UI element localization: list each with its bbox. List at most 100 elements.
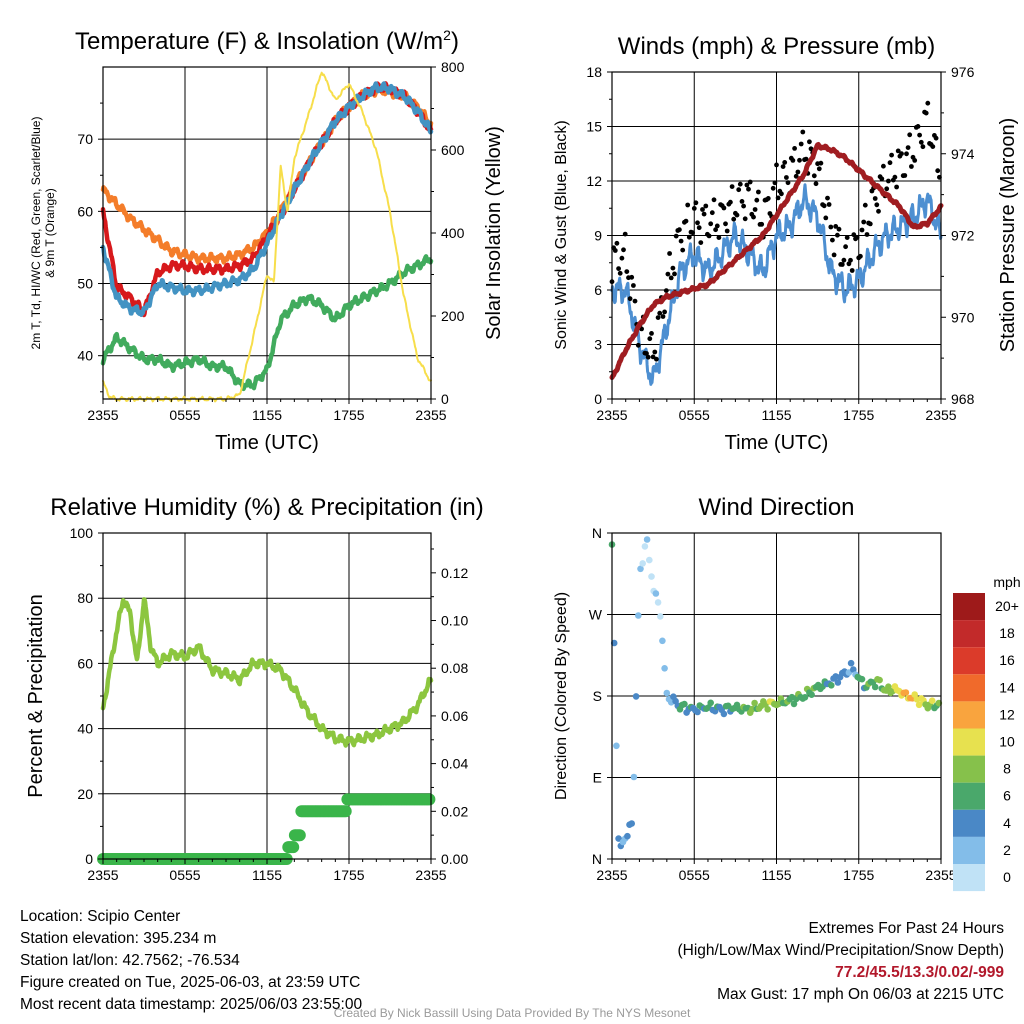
dir-point bbox=[652, 590, 660, 597]
wind-ylabel: Sonic Wind & Gust (Blue, Black) bbox=[553, 120, 570, 349]
gust-point bbox=[902, 173, 908, 178]
gust-point bbox=[649, 331, 654, 336]
wind-y2tick-label-2: 972 bbox=[951, 228, 975, 244]
dir-series-points bbox=[608, 536, 943, 850]
gust-point bbox=[744, 182, 750, 188]
gust-point bbox=[617, 270, 623, 276]
gust-point bbox=[823, 215, 829, 221]
gust-point bbox=[886, 178, 891, 184]
gust-point bbox=[785, 180, 791, 186]
rh-ytick-label-3: 60 bbox=[77, 655, 93, 671]
gust-point bbox=[739, 199, 745, 204]
dir-xtick-label-0: 2355 bbox=[596, 867, 627, 883]
gust-point bbox=[892, 174, 898, 180]
station-metadata: Location: Scipio Center Station elevatio… bbox=[20, 906, 362, 1016]
gust-point bbox=[708, 221, 714, 227]
precip-point bbox=[423, 793, 436, 806]
gust-point bbox=[774, 162, 779, 168]
wind-series-gust bbox=[609, 100, 942, 362]
gust-point bbox=[644, 351, 649, 356]
dir-title: Wind Direction bbox=[698, 494, 854, 521]
gust-point bbox=[933, 135, 939, 141]
gust-point bbox=[793, 173, 799, 179]
gust-point bbox=[709, 210, 715, 216]
gust-point bbox=[754, 197, 760, 203]
wind-xlabel: Time (UTC) bbox=[725, 432, 829, 454]
colorbar-swatch-8 bbox=[953, 809, 985, 837]
gust-point bbox=[831, 252, 837, 258]
gust-point bbox=[833, 224, 839, 229]
precip-point bbox=[287, 841, 300, 854]
gust-point bbox=[711, 197, 717, 203]
wind-ytick-label-0: 0 bbox=[594, 391, 602, 407]
dir-ytick-label-4: N bbox=[592, 525, 602, 541]
gust-point bbox=[782, 160, 788, 165]
dir-point bbox=[790, 700, 798, 708]
gust-point bbox=[920, 144, 926, 150]
gust-point bbox=[752, 207, 758, 212]
rh-y2tick-label-4: 0.08 bbox=[441, 660, 468, 676]
gust-point bbox=[859, 227, 865, 233]
gust-point bbox=[909, 164, 914, 169]
gust-point bbox=[667, 251, 672, 256]
gust-point bbox=[621, 247, 626, 253]
gust-point bbox=[695, 220, 700, 226]
gust-point bbox=[772, 180, 778, 186]
gust-point bbox=[792, 146, 797, 151]
colorbar-label-7: 6 bbox=[1003, 788, 1011, 804]
gust-point bbox=[894, 184, 899, 190]
station-location: Location: Scipio Center bbox=[20, 908, 181, 925]
dir-point bbox=[847, 659, 855, 667]
gust-point bbox=[879, 176, 885, 182]
gust-point bbox=[889, 152, 894, 158]
gust-point bbox=[672, 271, 677, 277]
temp-xtick-label-1: 0555 bbox=[169, 407, 200, 423]
dir-point bbox=[637, 565, 644, 573]
gust-point bbox=[867, 221, 873, 227]
wind-series-speed bbox=[610, 183, 943, 386]
dir-point bbox=[850, 666, 857, 673]
gust-point bbox=[765, 196, 771, 201]
gust-point bbox=[907, 132, 913, 138]
gust-point bbox=[839, 262, 845, 267]
gust-point bbox=[925, 100, 931, 106]
gust-point bbox=[747, 179, 753, 185]
gust-point bbox=[724, 228, 730, 234]
gust-point bbox=[912, 158, 918, 163]
dir-point bbox=[635, 612, 642, 619]
dir-point bbox=[764, 706, 771, 713]
gust-point bbox=[670, 265, 676, 271]
temp-y2tick-label-1: 200 bbox=[441, 308, 465, 324]
rh-ytick-label-2: 40 bbox=[77, 721, 93, 737]
rh-xtick-label-4: 2355 bbox=[415, 867, 446, 883]
dir-point bbox=[613, 742, 620, 750]
wind-y2tick-label-3: 974 bbox=[951, 146, 975, 162]
dir-point bbox=[871, 683, 879, 691]
gust-point bbox=[795, 169, 801, 175]
gust-point bbox=[797, 157, 802, 163]
colorbar-label-0: 20+ bbox=[995, 598, 1019, 614]
gust-point bbox=[632, 298, 638, 304]
dir-point bbox=[659, 637, 666, 645]
dir-point bbox=[808, 691, 815, 698]
rh-ytick-label-1: 20 bbox=[77, 786, 93, 802]
dir-point bbox=[801, 694, 809, 701]
gust-point bbox=[614, 240, 620, 246]
gust-point bbox=[713, 227, 718, 233]
precip-point bbox=[339, 805, 352, 818]
colorbar-swatch-4 bbox=[953, 701, 985, 729]
dir-point bbox=[876, 676, 883, 684]
gust-point bbox=[851, 232, 857, 238]
gust-point bbox=[635, 342, 641, 348]
dir-point bbox=[648, 573, 655, 580]
wind-xtick-label-0: 2355 bbox=[596, 407, 627, 423]
gust-point bbox=[683, 218, 689, 224]
gust-point bbox=[742, 216, 748, 222]
gust-point bbox=[798, 141, 804, 147]
gust-point bbox=[652, 349, 658, 355]
gust-point bbox=[627, 296, 633, 302]
gust-point bbox=[624, 269, 630, 274]
temp-xtick-label-3: 1755 bbox=[333, 407, 364, 423]
gust-point bbox=[904, 151, 909, 157]
gust-point bbox=[655, 315, 661, 320]
